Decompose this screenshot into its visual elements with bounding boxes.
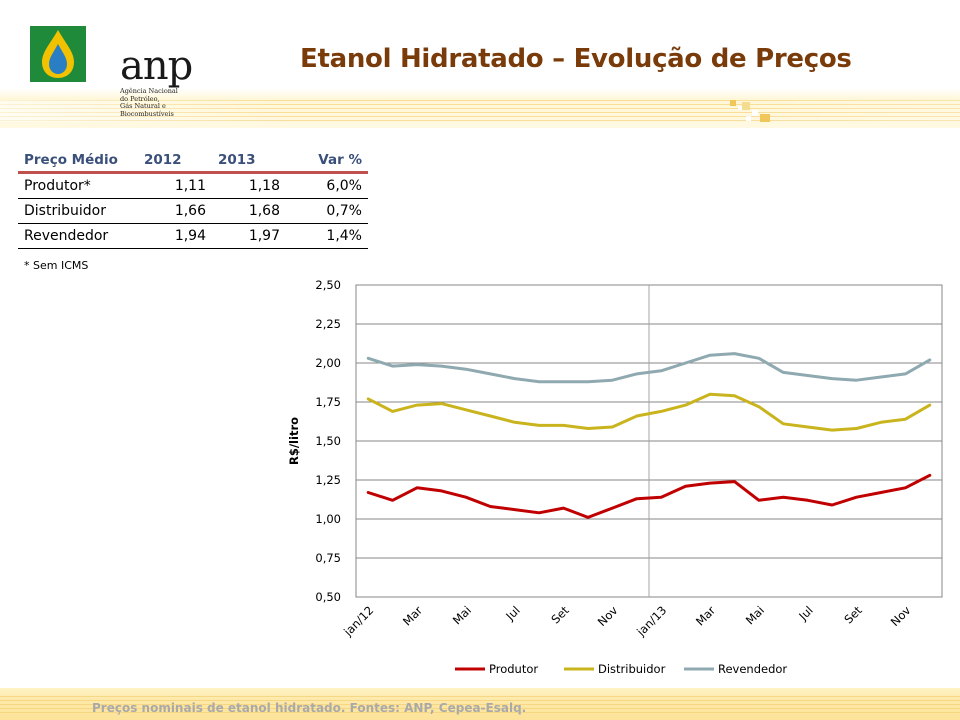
y-tick-label: 1,00 <box>315 512 341 526</box>
y-tick-label: 2,50 <box>315 278 341 292</box>
x-tick-label: jan/12 <box>340 603 376 639</box>
legend-label-distribuidor: Distribuidor <box>598 662 666 676</box>
table-cell: 1,18 <box>212 172 286 199</box>
table-row: Produtor* 1,11 1,18 6,0% <box>18 172 368 199</box>
table-cell: 1,94 <box>138 223 212 249</box>
x-tick-label: Set <box>841 603 865 627</box>
series-line-revendedor <box>366 352 932 384</box>
series-line-produtor <box>366 473 932 519</box>
x-tick-label: jan/13 <box>633 603 669 639</box>
table-cell: Revendedor <box>18 223 138 249</box>
x-tick-label: Mai <box>743 603 767 627</box>
table-cell: 1,68 <box>212 198 286 224</box>
anp-logo: anp Agência Nacional do Petróleo, Gás Na… <box>30 26 193 117</box>
table-cell: Produtor* <box>18 172 138 199</box>
price-table: Preço Médio 2012 2013 Var % Produtor* 1,… <box>18 150 368 249</box>
table-header-cell: 2012 <box>138 150 212 174</box>
table-cell: 1,66 <box>138 198 212 224</box>
header-pixel-decoration <box>730 100 770 122</box>
logo-wordmark: anp <box>120 43 193 89</box>
x-tick-label: Mar <box>400 603 425 628</box>
table-header-cell: Var % <box>286 150 368 174</box>
x-tick-label: Jul <box>795 603 815 623</box>
y-tick-label: 0,50 <box>315 590 341 604</box>
table-header-cell: 2013 <box>212 150 286 174</box>
anp-logo-emblem <box>30 26 86 82</box>
page-title: Etanol Hidratado – Evolução de Preços <box>300 44 852 74</box>
y-tick-label: 2,25 <box>315 317 341 331</box>
y-tick-label: 0,75 <box>315 551 341 565</box>
y-tick-label: 1,25 <box>315 473 341 487</box>
x-tick-label: Set <box>548 603 572 627</box>
table-cell: Distribuidor <box>18 198 138 224</box>
logo-subtitle-line: do Petróleo, <box>120 94 160 103</box>
legend-label-revendedor: Revendedor <box>718 662 787 676</box>
x-tick-label: Mai <box>450 603 474 627</box>
table-cell: 6,0% <box>286 172 368 199</box>
price-line-chart: 0,50 0,75 1,00 1,25 1,50 1,75 2,00 2,25 2,50 jan/… <box>287 278 943 676</box>
table-header-cell: Preço Médio <box>18 150 138 174</box>
table-cell: 1,11 <box>138 172 212 199</box>
y-tick-label: 1,50 <box>315 434 341 448</box>
logo-subtitle: Agência Nacional do Petróleo, Gás Natura… <box>120 87 220 118</box>
header-stripes-fade <box>0 100 960 122</box>
x-tick-label: Jul <box>502 603 522 623</box>
table-cell: 0,7% <box>286 198 368 224</box>
table-header-row: Preço Médio 2012 2013 Var % <box>18 150 368 174</box>
legend-label-produtor: Produtor <box>489 662 538 676</box>
table-row: Revendedor 1,94 1,97 1,4% <box>18 223 368 249</box>
logo-subtitle-line: Gás Natural e Biocombustíveis <box>120 102 174 118</box>
y-tick-label: 1,75 <box>315 395 341 409</box>
series-line-distribuidor <box>366 392 932 432</box>
table-row: Distribuidor 1,66 1,68 0,7% <box>18 198 368 224</box>
table-cell: 1,4% <box>286 223 368 249</box>
y-tick-label: 2,00 <box>315 356 341 370</box>
table-cell: 1,97 <box>212 223 286 249</box>
footer-source-note: Preços nominais de etanol hidratado. Fon… <box>92 701 527 715</box>
y-axis-label: R$/litro <box>287 417 301 465</box>
x-tick-label: Nov <box>888 603 914 629</box>
table-footnote: * Sem ICMS <box>24 259 89 272</box>
footer-stripes <box>0 696 960 716</box>
x-tick-label: Mar <box>693 603 718 628</box>
logo-subtitle-line: Agência Nacional <box>120 87 178 95</box>
x-tick-label: Nov <box>595 603 621 629</box>
